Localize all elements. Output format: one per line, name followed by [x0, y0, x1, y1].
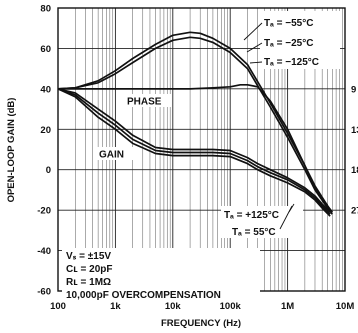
x-tick-label: 100k — [220, 301, 242, 312]
y-tick-label: 60 — [40, 44, 51, 55]
phase-temp-label-1: Tₐ = −55°C — [264, 18, 313, 29]
x-axis-title: FREQUENCY (Hz) — [161, 318, 241, 329]
right-tick-label: 9 — [351, 84, 356, 95]
y-tick-label: -40 — [37, 246, 51, 257]
y-tick-label: 0 — [46, 165, 51, 176]
phase-label-bg — [124, 94, 172, 107]
y-tick-label: 40 — [40, 84, 51, 95]
gain-temp-leader-2 — [279, 205, 293, 230]
phase-label: PHASE — [127, 97, 162, 108]
right-axis-ticks: 9 13 18 27 — [351, 84, 358, 216]
phase-temp-label-3: Tₐ = −125°C — [264, 57, 319, 68]
phase-curve — [57, 36, 333, 215]
phase-temp-leader-3 — [249, 61, 263, 64]
y-tick-label: 20 — [40, 125, 51, 136]
gain-curve — [57, 88, 331, 215]
gain-label: GAIN — [99, 150, 124, 161]
y-tick-label: 80 — [40, 4, 51, 15]
phase-temp-leader-1 — [243, 22, 263, 41]
phase-curve — [58, 83, 333, 213]
x-tick-label: 10k — [165, 301, 182, 312]
conditions-bg — [62, 248, 260, 302]
y-axis-ticks: 80 60 40 20 0 -20 -40 -60 — [37, 4, 51, 298]
x-tick-label: 10M — [336, 301, 355, 312]
gain-temp-label-2: Tₐ = 55°C — [232, 227, 276, 238]
condition-cl: Cʟ = 20pF — [66, 264, 112, 275]
condition-vs: Vₛ = ±15V — [66, 251, 111, 262]
x-tick-label: 100 — [50, 301, 66, 312]
right-tick-label: 18 — [351, 165, 358, 176]
x-tick-label: 1M — [281, 301, 294, 312]
gain-curve — [57, 88, 331, 217]
x-axis-ticks: 100 1k 10k 100k 1M 10M — [50, 301, 354, 312]
gain-temp-label-1: Tₐ = +125°C — [224, 210, 279, 221]
y-tick-label: -20 — [37, 206, 51, 217]
condition-rl: Rʟ = 1MΩ — [66, 277, 111, 288]
gain-curve — [57, 88, 331, 213]
curves — [57, 31, 333, 217]
x-tick-label: 1k — [110, 301, 121, 312]
y-axis-title: OPEN-LOOP GAIN (dB) — [6, 98, 17, 203]
phase-temp-labels-bg — [260, 11, 340, 69]
phase-temp-leader-2 — [246, 42, 263, 53]
phase-temp-label-2: Tₐ = −25°C — [264, 38, 313, 49]
right-tick-label: 13 — [351, 125, 358, 136]
gain-label-bg — [97, 147, 133, 160]
condition-compensation: 10,000pF OVERCOMPENSATION — [66, 290, 221, 301]
right-tick-label: 27 — [351, 206, 358, 217]
y-tick-label: -60 — [37, 287, 51, 298]
